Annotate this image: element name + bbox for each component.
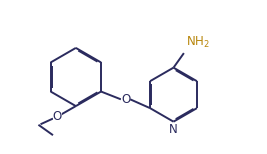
- Text: O: O: [53, 110, 62, 123]
- Text: NH$_2$: NH$_2$: [186, 35, 210, 50]
- Text: O: O: [121, 93, 130, 106]
- Text: N: N: [169, 123, 178, 136]
